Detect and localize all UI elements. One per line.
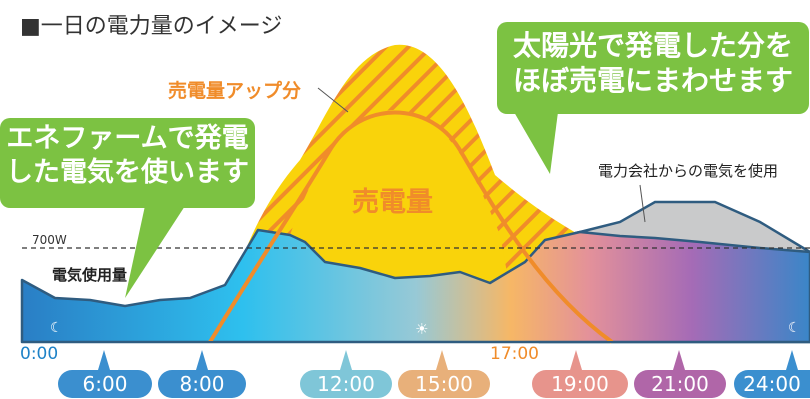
time-15: 15:00: [398, 370, 490, 398]
mid-time-label: 17:00: [490, 344, 539, 364]
solar-callout-tail: [514, 112, 558, 174]
page-title: ■一日の電力量のイメージ: [20, 14, 283, 39]
grid-power-leader: [639, 184, 646, 223]
sell-amount-label: 売電量: [352, 187, 433, 218]
time-24: 24:00: [734, 370, 810, 398]
usage-area: [20, 228, 810, 344]
time-21: 21:00: [634, 370, 726, 398]
pointer-12: [340, 350, 352, 370]
enefarm-callout: エネファームで発電 した電気を使います: [0, 118, 255, 208]
start-time-label: 0:00: [20, 344, 59, 364]
time-12: 12:00: [300, 370, 392, 398]
usage-label: 電気使用量: [52, 266, 128, 284]
enefarm-callout-line1: エネファームで発電: [6, 123, 249, 154]
pointer-6: [98, 350, 110, 370]
sell-curve: [208, 110, 614, 344]
time-8: 8:00: [158, 370, 246, 398]
sun-icon: ☀: [415, 320, 429, 338]
pointer-8: [196, 350, 208, 370]
moon-icon: ☾: [50, 320, 63, 336]
pointer-19: [570, 350, 582, 370]
sell-up-label: 売電量アップ分: [168, 80, 302, 102]
sell-up-leader: [317, 87, 349, 113]
moon-icon: ☾: [788, 320, 801, 336]
pointer-21: [673, 350, 685, 370]
solar-callout-line1: 太陽光で発電した分を: [512, 29, 793, 62]
pointer-15: [436, 350, 448, 370]
grid-power-label: 電力会社からの電気を使用: [598, 162, 779, 180]
time-6: 6:00: [58, 370, 152, 398]
time-19: 19:00: [532, 370, 628, 398]
solar-callout-line2: ほぼ売電にまわせます: [512, 64, 793, 97]
enefarm-callout-line2: した電気を使います: [6, 156, 249, 188]
solar-callout: 太陽光で発電した分を ほぼ売電にまわせます: [497, 22, 809, 114]
pointer-24: [786, 350, 798, 370]
threshold-label: 700W: [32, 233, 67, 247]
